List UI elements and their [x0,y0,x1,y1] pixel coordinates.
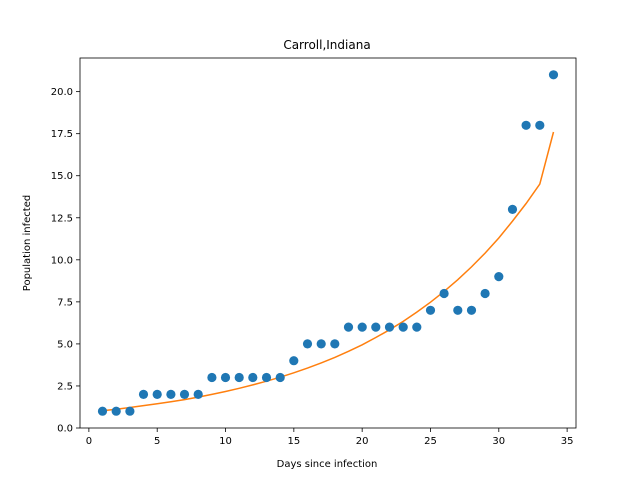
data-point [234,372,244,383]
data-point [289,356,299,366]
data-point [193,389,203,399]
y-tick-label: 7.5 [57,297,73,308]
x-axis: 0 5 10 15 20 25 30 35 [86,428,574,447]
data-point [207,372,217,383]
data-point [398,322,408,332]
y-tick-label: 15.0 [51,171,73,182]
y-axis: 0.0 2.5 5.0 7.5 10.0 12.5 15.0 17.5 20.0 [51,87,80,435]
data-point [138,389,149,399]
x-tick-label: 35 [561,436,574,447]
fit-line-series [102,131,555,412]
plot-area [79,57,577,429]
data-point [302,339,313,349]
chart-title: Carroll,Indiana [283,38,370,52]
y-tick-label: 17.5 [51,129,73,140]
x-tick-label: 0 [86,436,92,447]
data-point [439,288,449,299]
x-tick-label: 15 [287,436,300,447]
data-point [425,305,436,315]
data-point [97,406,108,416]
data-point [179,389,190,399]
data-point [466,305,477,315]
data-point [316,339,326,349]
y-tick-label: 12.5 [51,213,73,224]
data-point [220,372,231,383]
x-tick-label: 25 [424,436,437,447]
data-point [166,389,176,399]
y-tick-label: 5.0 [57,339,73,350]
x-tick-label: 10 [219,436,232,447]
fit-line [102,131,555,412]
data-point [111,406,121,416]
x-axis-label: Days since infection [277,459,378,470]
y-tick-label: 10.0 [51,255,73,266]
y-tick-label: 20.0 [51,87,73,98]
x-tick-label: 20 [356,436,369,447]
data-point [548,70,559,80]
y-tick-label: 2.5 [57,381,73,392]
data-point [480,288,490,299]
y-axis-label: Population infected [22,195,33,291]
data-point [521,120,531,130]
data-point [248,372,258,383]
data-point [535,120,545,130]
data-point [330,339,340,349]
data-point [357,322,367,332]
data-point [412,322,422,332]
data-point [152,389,162,399]
scatter-series [97,70,559,416]
data-point [453,305,463,315]
data-point [384,322,395,332]
data-point [343,322,354,332]
data-point [494,272,504,282]
data-point [125,406,135,416]
data-point [261,372,272,383]
data-point [371,322,381,332]
axes-frame [79,57,577,429]
data-point [275,372,285,383]
y-tick-label: 0.0 [57,424,73,435]
data-point [507,204,518,214]
x-tick-label: 5 [154,436,160,447]
x-tick-label: 30 [492,436,505,447]
